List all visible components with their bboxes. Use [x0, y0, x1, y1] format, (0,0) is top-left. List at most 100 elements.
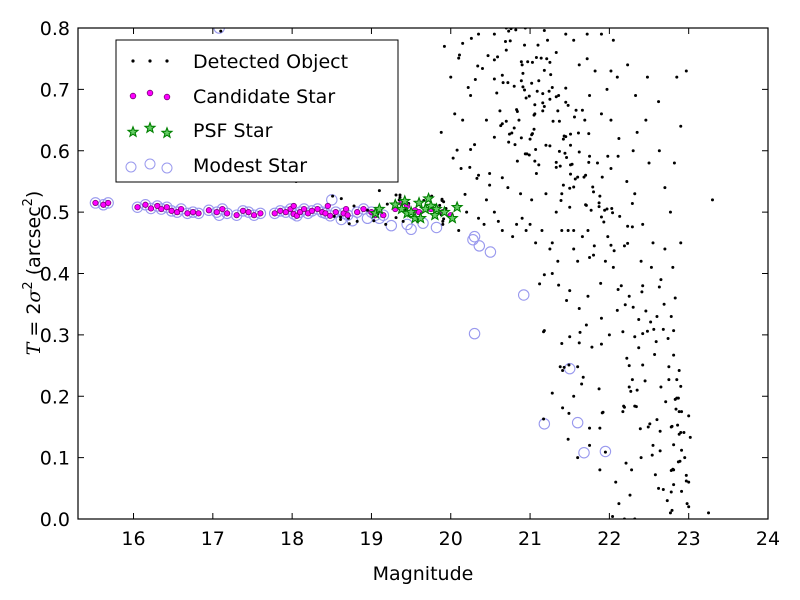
modest-star-point: [326, 194, 338, 206]
detected-object-point: [503, 40, 507, 44]
psf-star-point: [422, 191, 435, 205]
y-tick-label: 0.0: [40, 509, 70, 531]
detected-object-point: [683, 456, 687, 460]
detected-object-point: [542, 417, 546, 421]
detected-object-point: [469, 94, 473, 98]
detected-object-point: [484, 198, 488, 202]
detected-object-point: [627, 385, 631, 389]
candidate-star-point: [174, 209, 181, 216]
detected-object-point: [672, 161, 676, 165]
detected-object-point: [588, 154, 592, 158]
modest-star-point: [484, 246, 497, 258]
detected-object-point: [440, 197, 444, 201]
detected-object-point: [504, 119, 508, 123]
y-tick-label: 0.7: [40, 79, 70, 101]
detected-object-point: [457, 56, 461, 60]
detected-object-point: [587, 160, 591, 164]
candidate-star-point: [296, 209, 304, 216]
detected-object-point: [602, 220, 606, 224]
detected-object-point: [627, 294, 631, 298]
detected-object-point: [615, 75, 619, 79]
detected-object-point: [618, 214, 622, 218]
modest-star-point: [468, 327, 481, 340]
detected-object-point: [577, 63, 581, 67]
detected-object-point: [339, 215, 343, 219]
legend-label-candidate: Candidate Star: [193, 86, 335, 108]
detected-object-point: [365, 208, 369, 212]
x-tick-label: 18: [280, 528, 304, 550]
detected-object-point: [672, 353, 676, 357]
detected-object-point: [628, 493, 632, 497]
detected-object-point: [519, 192, 523, 196]
candidate-star-point: [105, 199, 112, 207]
legend-label-psf: PSF Star: [193, 120, 273, 142]
detected-object-point: [659, 278, 663, 282]
detected-object-point: [677, 410, 681, 414]
detected-object-point: [542, 28, 546, 32]
modest-star-point: [361, 212, 374, 225]
detected-object-point: [339, 217, 343, 221]
detected-object-point: [541, 92, 545, 96]
detected-object-point: [557, 149, 561, 153]
candidate-star-point: [332, 209, 339, 216]
detected-object-point: [610, 206, 614, 210]
legend-marker-modest-1: [125, 161, 137, 173]
psf-star-point: [412, 196, 426, 209]
detected-object-point: [624, 461, 628, 465]
detected-object-point: [455, 148, 459, 152]
detected-object-point: [651, 241, 655, 245]
detected-object-point: [670, 508, 674, 512]
detected-object-point: [563, 151, 567, 155]
legend-marker-candidate-1: [129, 92, 137, 100]
legend-entry-candidate: Candidate Star: [129, 86, 335, 108]
detected-object-point: [580, 382, 584, 386]
detected-object-point: [572, 115, 576, 119]
detected-object-point: [473, 78, 477, 82]
detected-object-point: [676, 396, 680, 400]
detected-object-point: [461, 41, 465, 45]
detected-object-point: [572, 185, 576, 189]
detected-object-point: [511, 235, 515, 239]
y-axis-label-unit: (arcsec: [23, 206, 45, 281]
detected-object-point: [523, 43, 527, 47]
detected-object-point: [583, 118, 587, 122]
psf-star-point: [437, 205, 451, 218]
detected-object-point: [607, 333, 611, 337]
detected-object-point: [442, 44, 446, 48]
detected-object-point: [541, 109, 545, 113]
psf-star-point: [430, 202, 443, 215]
y-tick-label: 0.5: [40, 202, 70, 224]
detected-object-point: [561, 406, 565, 410]
detected-object-point: [556, 259, 560, 263]
detected-object-point: [539, 56, 543, 60]
detected-object-point: [641, 332, 645, 336]
detected-object-point: [523, 88, 527, 92]
detected-object-point: [603, 259, 607, 263]
detected-object-point: [576, 131, 580, 135]
detected-object-point: [595, 161, 599, 165]
candidate-star-point: [360, 205, 367, 213]
detected-object-point: [384, 222, 388, 226]
series-candidate-star: [92, 199, 454, 219]
detected-object-point: [589, 208, 593, 212]
detected-object-point: [661, 488, 665, 492]
detected-object-point: [631, 149, 635, 153]
detected-object-point: [687, 414, 691, 418]
candidate-star-point: [380, 212, 387, 219]
detected-object-point: [630, 202, 634, 206]
detected-object-point: [653, 473, 657, 477]
candidate-star-point: [189, 209, 197, 216]
detected-object-point: [658, 449, 662, 453]
modest-star-point: [578, 446, 590, 459]
detected-object-point: [524, 96, 528, 100]
psf-star-point: [445, 211, 459, 224]
detected-object-point: [611, 211, 615, 215]
detected-object-point: [572, 229, 576, 233]
detected-object-point: [438, 203, 442, 207]
detected-object-point: [515, 159, 519, 163]
detected-object-point: [651, 443, 655, 447]
detected-object-point: [542, 329, 546, 333]
detected-object-point: [564, 86, 568, 90]
detected-object-point: [339, 197, 343, 201]
